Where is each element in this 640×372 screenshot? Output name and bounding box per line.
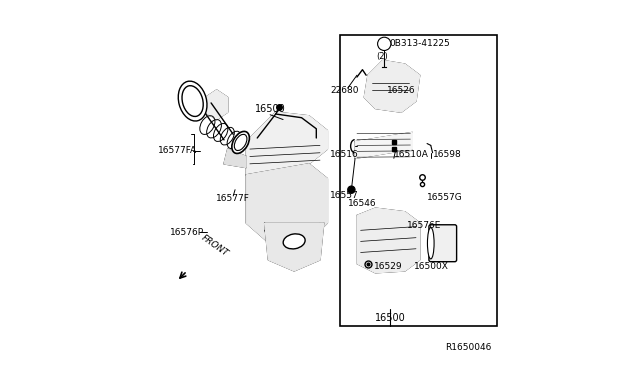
Ellipse shape — [179, 81, 207, 121]
Text: 16529: 16529 — [374, 262, 402, 271]
Text: 0B313-41225: 0B313-41225 — [390, 39, 451, 48]
Ellipse shape — [232, 131, 250, 154]
Polygon shape — [246, 112, 328, 175]
Text: 16500X: 16500X — [414, 262, 449, 271]
Text: 16546: 16546 — [348, 199, 376, 208]
Text: 16577FA: 16577FA — [158, 147, 197, 155]
Bar — [340, 35, 497, 326]
Ellipse shape — [283, 234, 305, 249]
Text: 16516: 16516 — [330, 150, 358, 159]
Text: R1650046: R1650046 — [445, 343, 492, 352]
Polygon shape — [357, 208, 420, 273]
Polygon shape — [224, 149, 246, 167]
Text: 16510A: 16510A — [394, 150, 429, 159]
Ellipse shape — [234, 134, 247, 151]
Circle shape — [348, 186, 355, 193]
Text: 16526: 16526 — [387, 86, 415, 95]
Polygon shape — [205, 90, 228, 119]
Polygon shape — [246, 164, 328, 249]
Text: 16500: 16500 — [375, 313, 406, 323]
Text: 16576P: 16576P — [170, 228, 204, 237]
Text: S: S — [381, 39, 387, 48]
Circle shape — [378, 37, 391, 51]
Text: FRONT: FRONT — [200, 233, 230, 258]
Text: 16576E: 16576E — [407, 221, 441, 231]
Text: 16598: 16598 — [433, 150, 461, 159]
Text: 16500: 16500 — [255, 104, 285, 114]
Text: 16557: 16557 — [330, 191, 358, 200]
Polygon shape — [355, 132, 412, 158]
Ellipse shape — [428, 228, 434, 259]
Polygon shape — [264, 223, 324, 271]
Text: (2): (2) — [376, 52, 388, 61]
Text: 22680: 22680 — [330, 86, 359, 95]
Text: 16577F: 16577F — [216, 195, 250, 203]
Polygon shape — [364, 61, 420, 112]
FancyBboxPatch shape — [429, 225, 456, 262]
Text: 16557G: 16557G — [427, 193, 463, 202]
Ellipse shape — [182, 86, 204, 116]
